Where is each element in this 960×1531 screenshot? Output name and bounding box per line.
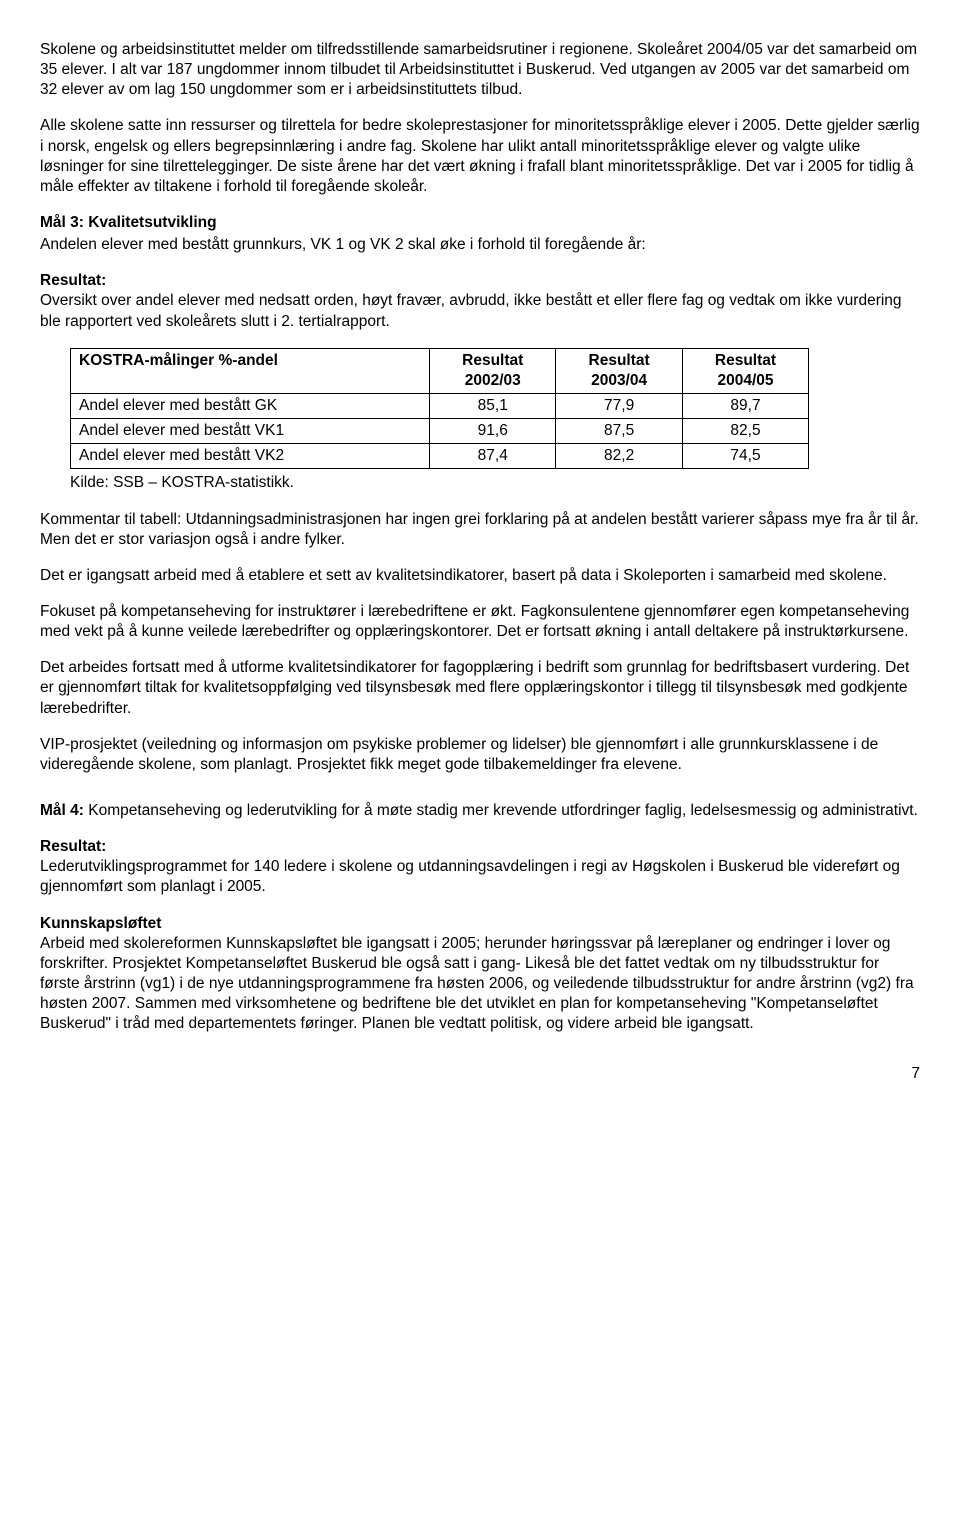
goal4-result-text: Lederutviklingsprogrammet for 140 ledere…	[40, 857, 920, 897]
paragraph: Skolene og arbeidsinstituttet melder om …	[40, 40, 920, 100]
goal4-text: Kompetanseheving og lederutvikling for å…	[84, 802, 918, 819]
document-page: Skolene og arbeidsinstituttet melder om …	[0, 0, 960, 1114]
cell: 77,9	[556, 393, 682, 418]
goal3-result-text: Oversikt over andel elever med nedsatt o…	[40, 291, 920, 331]
goal3-title: Mål 3: Kvalitetsutvikling	[40, 213, 920, 233]
cell: 87,5	[556, 419, 682, 444]
cell: Andel elever med bestått VK1	[71, 419, 430, 444]
col-header: Resultat2002/03	[430, 348, 556, 393]
result-label: Resultat:	[40, 837, 920, 857]
result-label: Resultat:	[40, 271, 920, 291]
paragraph: Fokuset på kompetanseheving for instrukt…	[40, 602, 920, 642]
table-row: Andel elever med bestått VK1 91,6 87,5 8…	[71, 419, 809, 444]
cell: 91,6	[430, 419, 556, 444]
goal3-desc: Andelen elever med bestått grunnkurs, VK…	[40, 235, 920, 255]
page-number: 7	[40, 1064, 920, 1084]
cell: 85,1	[430, 393, 556, 418]
kunnskap-text: Arbeid med skolereformen Kunnskapsløftet…	[40, 934, 920, 1035]
table-row: Andel elever med bestått GK 85,1 77,9 89…	[71, 393, 809, 418]
table-source: Kilde: SSB – KOSTRA-statistikk.	[70, 473, 920, 493]
kunnskap-title: Kunnskapsløftet	[40, 914, 920, 934]
result-block: Resultat: Oversikt over andel elever med…	[40, 271, 920, 331]
paragraph: Kommentar til tabell: Utdanningsadminist…	[40, 510, 920, 550]
cell: 82,5	[682, 419, 808, 444]
cell: 89,7	[682, 393, 808, 418]
goal4-label: Mål 4:	[40, 802, 84, 819]
col-header: Resultat2003/04	[556, 348, 682, 393]
paragraph: Det er igangsatt arbeid med å etablere e…	[40, 566, 920, 586]
paragraph: VIP-prosjektet (veiledning og informasjo…	[40, 735, 920, 775]
table-header-row: KOSTRA-målinger %-andel Resultat2002/03 …	[71, 348, 809, 393]
kostra-table: KOSTRA-målinger %-andel Resultat2002/03 …	[70, 348, 809, 470]
goal4-block: Mål 4: Kompetanseheving og lederutviklin…	[40, 801, 920, 821]
kunnskap-block: Kunnskapsløftet Arbeid med skolereformen…	[40, 914, 920, 1035]
table-row: Andel elever med bestått VK2 87,4 82,2 7…	[71, 444, 809, 469]
cell: 74,5	[682, 444, 808, 469]
cell: Andel elever med bestått VK2	[71, 444, 430, 469]
paragraph: Alle skolene satte inn ressurser og tilr…	[40, 116, 920, 197]
cell: Andel elever med bestått GK	[71, 393, 430, 418]
paragraph: Det arbeides fortsatt med å utforme kval…	[40, 658, 920, 718]
col-header: KOSTRA-målinger %-andel	[71, 348, 430, 393]
cell: 87,4	[430, 444, 556, 469]
result-block: Resultat: Lederutviklingsprogrammet for …	[40, 837, 920, 897]
cell: 82,2	[556, 444, 682, 469]
col-header: Resultat2004/05	[682, 348, 808, 393]
